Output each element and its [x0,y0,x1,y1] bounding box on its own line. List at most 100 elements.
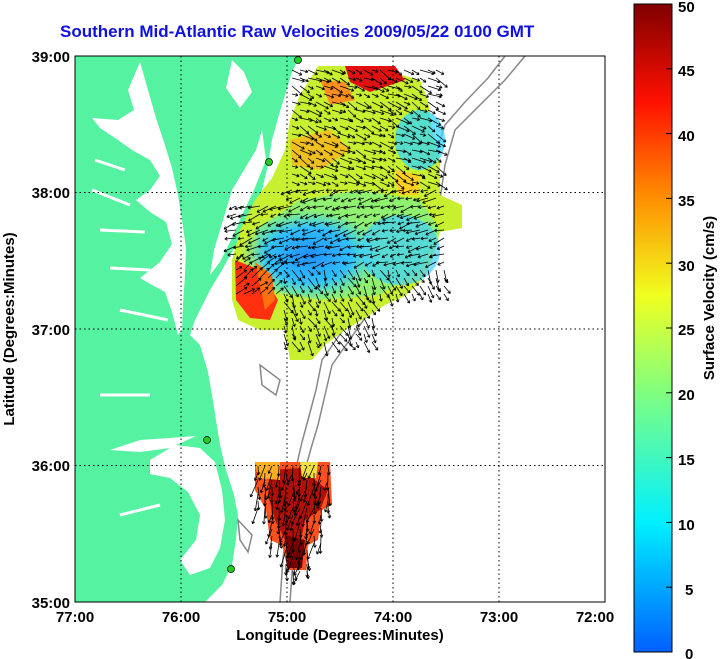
velocity-arrow [317,229,325,233]
velocity-arrow [434,221,445,227]
velocity-arrow [307,69,318,76]
velocity-arrow [331,269,337,278]
eastern-shore-water [210,130,266,275]
velocity-arrow [411,85,423,94]
velocity-arrow [363,109,376,115]
velocity-arrow [331,109,343,115]
velocity-arrow [403,157,412,163]
velocity-arrow [307,285,313,293]
velocity-arrow [371,93,379,98]
velocity-arrow [307,93,315,99]
velocity-arrow [355,149,367,158]
velocity-arrow [355,341,360,349]
velocity-arrow [291,285,299,298]
velocity-arrow [427,141,441,148]
velocity-arrow [323,252,333,257]
velocity-arrow [419,293,424,301]
velocity-arrow [436,205,445,210]
velocity-arrow [395,101,408,110]
velocity-arrow [355,285,362,295]
velocity-arrow [387,285,393,295]
radar-site [265,158,273,166]
velocity-arrow [339,173,349,179]
velocity-arrow [359,253,373,259]
velocity-arrow [347,69,356,75]
velocity-arrow [435,109,447,115]
velocity-arrow [363,117,372,122]
velocity-arrow [331,141,339,147]
velocity-arrow [310,253,325,259]
velocity-arrow [395,69,403,76]
velocity-arrow [299,309,306,320]
velocity-arrow [389,197,397,202]
velocity-arrow [323,301,331,315]
velocity-arrow [267,221,277,227]
velocity-arrow [287,542,294,556]
velocity-arrow [324,500,329,513]
velocity-field-north [232,66,462,360]
velocity-arrow [366,237,381,243]
velocity-arrow [299,165,312,175]
x-axis-label: Longitude (Degrees:Minutes) [236,627,444,644]
velocity-arrow [291,333,296,340]
velocity-arrow [358,245,373,249]
velocity-arrow [419,173,426,180]
velocity-arrow [339,85,355,92]
velocity-arrow [315,277,321,288]
velocity-arrow [291,277,296,286]
velocity-arrow [307,333,312,344]
velocity-arrow [261,229,277,236]
velocity-arrow [339,245,349,251]
velocity-arrow [307,293,312,303]
velocity-arrow [257,244,269,249]
velocity-arrow [257,486,262,500]
velocity-arrow [331,173,337,179]
velocity-arrow [435,165,447,176]
velocity-arrow [331,125,341,135]
velocity-arrow [427,157,437,164]
velocity-arrow [435,157,442,163]
velocity-arrow [353,221,365,229]
velocity-arrow [347,245,357,249]
velocity-arrow [423,189,437,197]
velocity-arrow [307,269,314,276]
velocity-arrow [291,165,299,169]
velocity-arrow [347,85,358,90]
velocity-arrow [395,285,403,297]
velocity-arrow [395,141,404,145]
velocity-arrow [437,261,445,266]
y-tick-label: 37:00 [32,322,70,339]
colorbar-tick-label: 30 [678,258,695,275]
velocity-arrow [287,189,301,195]
velocity-arrow [379,125,389,132]
velocity-arrow [413,189,421,193]
velocity-arrow [328,229,341,234]
velocity-arrow [299,317,303,325]
velocity-arrow [395,85,403,92]
velocity-arrow [245,229,253,234]
velocity-arrow [371,77,383,85]
velocity-arrow [291,125,300,130]
x-tick-label: 75:00 [268,609,306,626]
velocity-arrow [307,157,315,164]
velocity-arrow [307,125,319,134]
velocity-arrow [226,213,237,219]
velocity-arrow [235,276,248,287]
velocity-arrow [387,141,398,146]
velocity-arrow [306,556,312,572]
velocity-arrow [255,221,269,230]
velocity-arrow [388,245,397,250]
velocity-arrow [435,69,445,75]
velocity-arrow [371,157,383,162]
velocity-arrow [375,260,389,265]
velocity-arrow [337,213,349,220]
velocity-arrow [411,277,419,286]
velocity-arrow [271,237,285,242]
velocity-arrow [259,253,271,263]
velocity-arrow [355,325,362,336]
velocity-arrow [291,77,305,83]
velocity-arrow [403,109,414,115]
velocity-arrow [375,245,389,252]
velocity-arrow [315,165,324,169]
velocity-arrow [299,277,305,286]
